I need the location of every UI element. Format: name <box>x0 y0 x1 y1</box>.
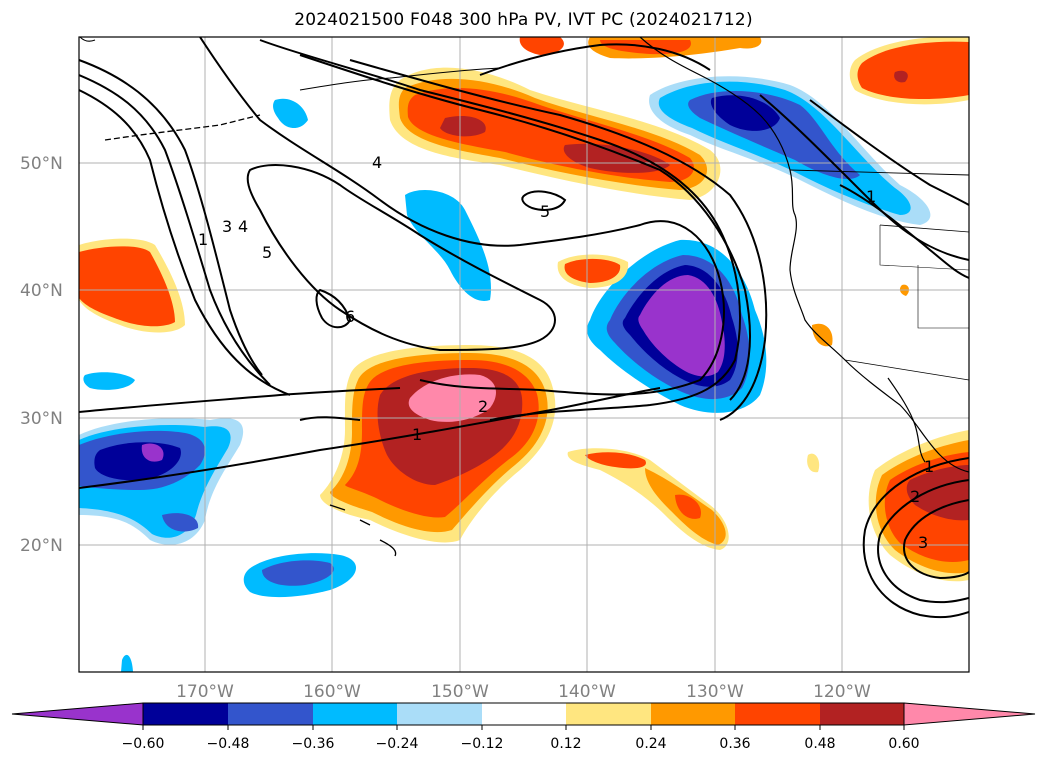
colorbar-extend-max <box>903 702 1036 726</box>
colorbar-tick-label: 0.24 <box>635 736 666 752</box>
colorbar-tick-label: 0.12 <box>550 736 581 752</box>
lat-label-50n: 50°N <box>20 154 63 174</box>
gridlines <box>79 37 969 672</box>
contour-label: 5 <box>540 202 550 221</box>
lat-label-40n: 40°N <box>20 281 63 301</box>
colorbar-segment <box>820 703 904 725</box>
colorbar-segment <box>313 703 397 725</box>
lon-label-130w: 130°W <box>686 682 744 702</box>
colorbar-tick-label: −0.12 <box>461 736 504 752</box>
colorbar-segment <box>651 703 735 725</box>
colorbar-tick-label: 0.36 <box>719 736 750 752</box>
colorbar-tick-label: 0.48 <box>804 736 835 752</box>
colorbar-segment <box>735 703 820 725</box>
map-frame <box>78 36 970 673</box>
lat-label-30n: 30°N <box>20 409 63 429</box>
colorbar: −0.60 −0.48 −0.36 −0.24 −0.12 0.12 0.24 … <box>11 702 1036 752</box>
colorbar-tick-label: −0.48 <box>207 736 250 752</box>
anomaly-shading <box>79 37 969 672</box>
contour-label: 5 <box>262 243 272 262</box>
contour-label: 1 <box>866 187 876 206</box>
lon-label-120w: 120°W <box>813 682 871 702</box>
colorbar-segment <box>397 703 482 725</box>
contour-label: 1 <box>412 425 422 444</box>
contour-label: 3 <box>222 217 232 236</box>
lat-label-20n: 20°N <box>20 536 63 556</box>
contour-label: 4 <box>372 153 382 172</box>
lon-label-140w: 140°W <box>558 682 616 702</box>
contour-label: 6 <box>345 307 355 326</box>
colorbar-tick-label: −0.24 <box>376 736 419 752</box>
contour-label: 2 <box>478 397 488 416</box>
coastlines <box>79 37 969 557</box>
colorbar-tick-label: −0.36 <box>292 736 335 752</box>
contour-label: 1 <box>198 230 208 249</box>
colorbar-extend-min <box>11 702 144 726</box>
colorbar-segment <box>566 703 651 725</box>
lon-label-170w: 170°W <box>176 682 234 702</box>
lon-label-160w: 160°W <box>303 682 361 702</box>
colorbar-frame <box>142 702 905 726</box>
contour-label: 2 <box>910 487 920 506</box>
lon-label-150w: 150°W <box>431 682 489 702</box>
colorbar-segment <box>482 703 566 725</box>
colorbar-tick-label: −0.60 <box>122 736 165 752</box>
contour-label: 3 <box>918 533 928 552</box>
colorbar-segment <box>143 703 228 725</box>
map-title: 2024021500 F048 300 hPa PV, IVT PC (2024… <box>294 10 753 30</box>
contour-label-group: 1 3 4 5 4 5 6 2 1 1 2 3 1 <box>198 153 934 552</box>
contour-label: 1 <box>924 457 934 476</box>
colorbar-segment <box>228 703 313 725</box>
ivt-contours <box>79 37 969 619</box>
colorbar-tick-label: 0.60 <box>888 736 919 752</box>
contour-label: 4 <box>238 217 248 236</box>
